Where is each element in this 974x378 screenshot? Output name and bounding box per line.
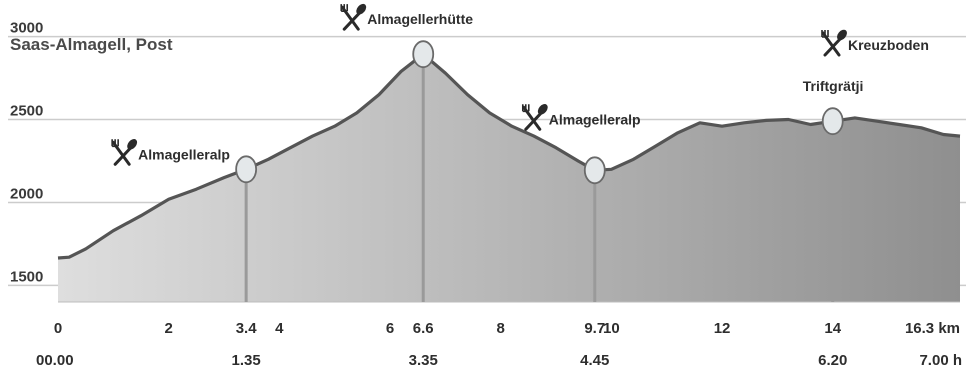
- x-tick-label-7: 9.7: [584, 320, 605, 337]
- waypoint-poles: [244, 64, 835, 302]
- elevation-area: [58, 54, 960, 303]
- x-tick-label-6: 8: [497, 320, 505, 337]
- waypoint-marker-2: [583, 156, 606, 185]
- x-tick-label-0: 0: [54, 320, 62, 337]
- x-tick-label-2: 3.4: [236, 320, 258, 337]
- start-location-label: Saas-Almagell, Post: [10, 35, 173, 54]
- time-tick-label-4: 6.20: [818, 352, 847, 369]
- waypoint-label-2: Almagelleralp: [549, 111, 641, 127]
- y-tick-label-1: 2000: [10, 185, 43, 202]
- waypoint-label-3: Triftgrätji: [803, 78, 864, 94]
- x-tick-label-11: 16.3 km: [905, 320, 960, 337]
- waypoint-label-4: Kreuzboden: [848, 37, 929, 53]
- x-axis-time-ticks: 00.00 1.35 3.35 4.45 6.20 7.00 h: [36, 352, 962, 369]
- x-tick-label-3: 4: [275, 320, 284, 337]
- waypoint-label-1: Almagellerhütte: [367, 11, 473, 27]
- y-axis-ticks: 1500 2000 2500 3000: [10, 20, 43, 286]
- waypoint-label-0: Almagelleralp: [138, 146, 230, 162]
- x-tick-label-4: 6: [386, 320, 394, 337]
- y-tick-label-2: 2500: [10, 103, 43, 120]
- y-tick-label-0: 1500: [10, 268, 43, 285]
- waypoint-marker-1: [412, 40, 435, 69]
- time-tick-label-3: 4.45: [580, 352, 609, 369]
- time-tick-label-0: 00.00: [36, 352, 74, 369]
- x-tick-label-8: 10: [603, 320, 620, 337]
- x-tick-label-9: 12: [714, 320, 731, 337]
- x-tick-label-5: 6.6: [413, 320, 434, 337]
- time-tick-label-2: 3.35: [409, 352, 438, 369]
- waypoint-marker-0: [235, 155, 258, 184]
- waypoint-markers: [235, 40, 844, 185]
- y-tick-label-3: 3000: [10, 20, 43, 37]
- x-tick-label-1: 2: [165, 320, 173, 337]
- x-tick-label-10: 14: [824, 320, 841, 337]
- waypoint-labels: Almagelleralp Almagellerhütte Almagelleral…: [110, 0, 929, 166]
- x-axis-distance-ticks: 0 2 3.4 4 6 6.6 8 9.710 12 14 16.3 km: [54, 320, 960, 337]
- time-tick-label-1: 1.35: [232, 352, 261, 369]
- waypoint-marker-3: [821, 107, 844, 136]
- elevation-line: [57, 52, 961, 260]
- time-tick-label-5: 7.00 h: [919, 352, 962, 369]
